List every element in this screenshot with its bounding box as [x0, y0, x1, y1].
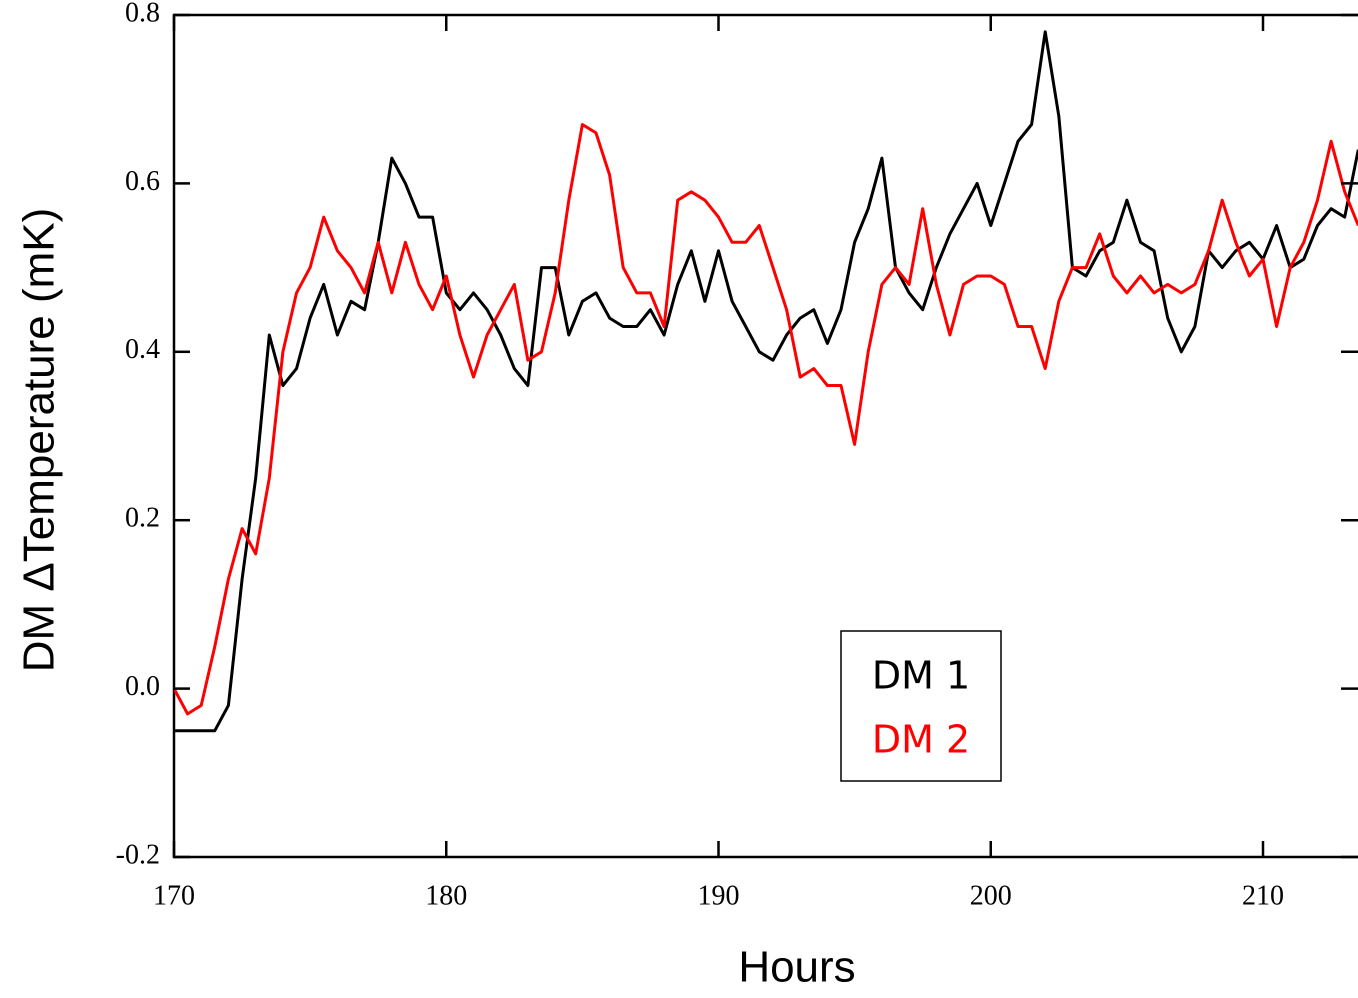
y-tick-label: 0.8 [125, 0, 160, 28]
y-tick-label: 0.2 [125, 503, 160, 534]
legend-label: DM 1 [872, 654, 970, 698]
legend-label: DM 2 [872, 718, 970, 762]
y-tick-label: 0.4 [125, 334, 160, 365]
plot-frame [172, 13, 1358, 859]
y-tick-label: 0.0 [125, 671, 160, 702]
y-tick-label: -0.2 [116, 839, 160, 870]
plot-area [174, 30, 1358, 733]
x-tick-label: 180 [425, 880, 467, 911]
x-tick-label: 190 [698, 880, 740, 911]
x-axis-label: Hours [738, 943, 855, 992]
y-axis-label: DM ΔTemperature (mK) [15, 208, 64, 673]
x-tick-label: 210 [1242, 880, 1284, 911]
x-tick-label: 170 [153, 880, 195, 911]
legend-box [840, 630, 1002, 782]
y-tick-label: 0.6 [125, 166, 160, 197]
data-line [174, 30, 1358, 733]
x-tick-label: 200 [970, 880, 1012, 911]
data-line [174, 123, 1358, 716]
